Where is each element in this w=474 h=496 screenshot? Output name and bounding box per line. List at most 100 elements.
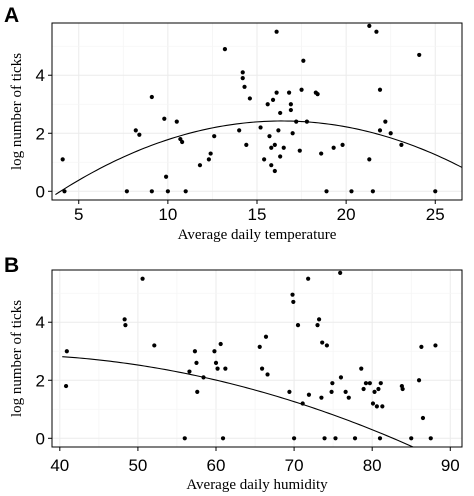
x-tick-label: 40: [50, 456, 69, 475]
data-point: [376, 386, 381, 392]
data-point: [244, 142, 249, 147]
x-tick-label: 10: [158, 205, 177, 224]
data-point: [400, 386, 405, 392]
data-point: [152, 343, 157, 348]
data-point: [274, 29, 279, 34]
data-point: [367, 157, 372, 162]
y-axis-title: log number of ticks: [9, 53, 25, 170]
data-point: [133, 128, 138, 133]
data-point: [122, 317, 127, 322]
data-point: [174, 119, 179, 124]
data-point: [324, 343, 329, 348]
data-point: [290, 131, 295, 136]
fit-curve: [55, 120, 462, 196]
data-point: [272, 168, 277, 174]
data-point: [367, 381, 372, 386]
data-point: [240, 70, 245, 75]
data-point: [433, 189, 438, 194]
data-point: [63, 383, 69, 389]
x-tick-label: 90: [441, 456, 460, 475]
data-point: [330, 381, 335, 386]
data-point: [220, 436, 226, 441]
y-tick-label: 0: [36, 182, 45, 201]
data-point: [269, 145, 274, 150]
data-point: [218, 341, 223, 347]
data-point: [295, 323, 301, 328]
data-point: [262, 157, 267, 162]
data-point: [215, 366, 220, 371]
data-point: [370, 401, 376, 406]
data-point: [212, 349, 217, 354]
data-point: [272, 142, 277, 147]
data-point: [265, 102, 270, 107]
data-point: [208, 151, 213, 156]
data-point: [359, 366, 364, 371]
plot-border: [51, 269, 463, 448]
data-point: [306, 276, 311, 281]
data-point: [315, 91, 320, 97]
x-tick-label: 5: [74, 205, 83, 224]
data-point: [319, 395, 324, 400]
data-point: [278, 110, 283, 116]
data-point: [322, 436, 327, 441]
y-tick-label: 2: [36, 371, 45, 390]
data-point: [286, 90, 292, 95]
data-point: [163, 174, 169, 179]
data-point: [197, 163, 203, 168]
data-point: [288, 102, 293, 107]
data-point: [137, 132, 142, 137]
y-axis-title: log number of ticks: [9, 300, 25, 417]
data-point: [419, 344, 424, 349]
data-point: [237, 128, 242, 133]
data-point: [363, 381, 369, 386]
y-tick-label: 4: [36, 313, 45, 332]
data-point: [270, 97, 276, 102]
panel-label: A: [4, 4, 19, 27]
data-point: [377, 436, 383, 441]
data-point: [242, 84, 247, 89]
data-point: [319, 151, 324, 156]
data-point: [195, 389, 200, 394]
data-point: [192, 349, 198, 354]
data-point: [300, 401, 305, 406]
data-point: [361, 386, 366, 392]
x-axis-title: Average daily temperature: [178, 227, 337, 243]
data-point: [291, 299, 296, 305]
data-point: [409, 436, 414, 441]
data-point: [149, 94, 154, 100]
data-point: [304, 119, 310, 124]
data-point: [291, 436, 297, 441]
data-point: [201, 375, 206, 380]
data-point: [183, 189, 188, 194]
data-point: [331, 145, 336, 150]
data-point: [263, 334, 269, 339]
x-tick-label: 25: [426, 205, 445, 224]
data-point: [297, 148, 302, 153]
data-point: [288, 107, 293, 113]
data-point: [377, 128, 383, 133]
data-point: [306, 392, 312, 397]
y-tick-label: 2: [36, 124, 45, 143]
data-point: [180, 139, 185, 145]
data-point: [62, 189, 67, 194]
data-point: [162, 116, 167, 121]
data-point: [269, 163, 274, 168]
panel-b: B 40 50 60 70 80 90 0 2 4 Average daily humidity lo…: [4, 254, 463, 493]
data-point: [247, 96, 252, 101]
data-point: [377, 87, 383, 92]
data-point: [281, 145, 286, 150]
data-point: [278, 154, 283, 159]
data-point: [374, 404, 379, 409]
data-point: [165, 189, 170, 194]
data-point: [352, 436, 358, 441]
data-point: [287, 389, 292, 394]
data-point: [212, 134, 217, 139]
data-point: [149, 189, 154, 194]
panel-a: A 5 10 15 20 25 0 2 4 Average daily temperature lo…: [4, 4, 463, 243]
data-point: [60, 157, 65, 162]
data-point: [416, 378, 422, 383]
data-point: [367, 23, 372, 29]
data-point: [349, 189, 354, 194]
data-point: [301, 58, 306, 63]
data-point: [315, 323, 320, 328]
